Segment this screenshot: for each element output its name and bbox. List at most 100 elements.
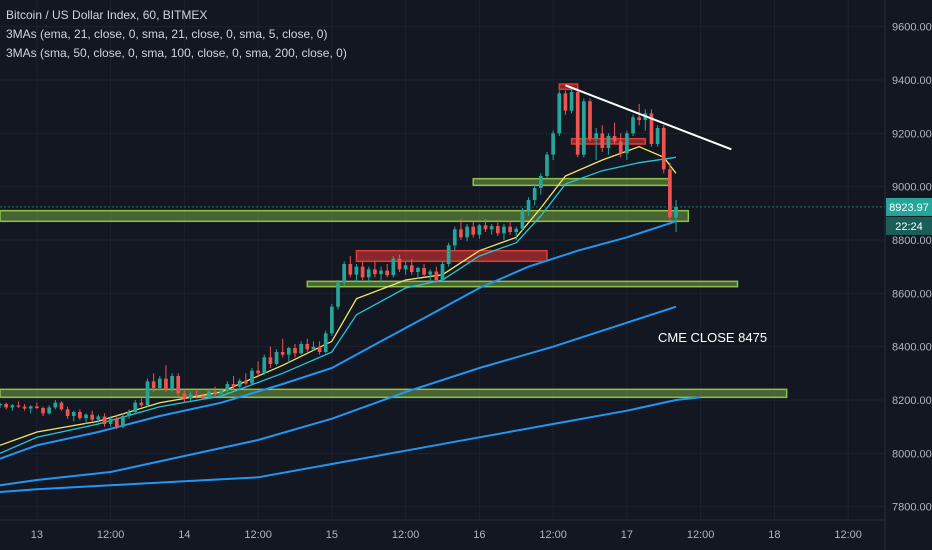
- candle-body: [526, 200, 531, 211]
- symbol-title[interactable]: Bitcoin / US Dollar Index, 60, BITMEX: [6, 8, 208, 22]
- candle-body: [176, 376, 181, 394]
- candle-body: [90, 414, 95, 420]
- candle-body: [78, 412, 82, 419]
- candle-body: [114, 418, 119, 427]
- candle-body: [84, 414, 88, 419]
- candle-body: [274, 352, 279, 364]
- candle-body: [551, 133, 555, 155]
- candle-body: [459, 229, 463, 238]
- cme-close-annotation: CME CLOSE 8475: [658, 330, 767, 345]
- candle-body: [385, 270, 390, 276]
- candle-body: [428, 271, 433, 275]
- candle-body: [305, 344, 310, 350]
- x-tick-label: 15: [326, 529, 338, 541]
- candle-body: [4, 404, 8, 408]
- candle-body: [157, 378, 162, 388]
- candle-body: [59, 402, 64, 410]
- candle-body: [237, 380, 242, 387]
- candle-body: [391, 258, 396, 276]
- indicator-3mas-2[interactable]: 3MAs (sma, 50, close, 0, sma, 100, close…: [6, 46, 347, 60]
- grid-lines: [0, 0, 885, 520]
- candle-body: [35, 406, 39, 408]
- candle-body: [668, 169, 672, 218]
- x-tick-label: 12:00: [392, 529, 420, 541]
- candle-body: [483, 225, 488, 230]
- candle-body: [188, 394, 193, 399]
- candle-body: [231, 384, 236, 387]
- price-axis[interactable]: 7800.00 8000.00 8200.00 8400.00 8600.00 8800.…: [892, 22, 932, 514]
- candle-body: [575, 92, 580, 155]
- candle-body: [471, 226, 476, 235]
- moving-average-line: [0, 305, 677, 487]
- candle-body: [262, 357, 267, 374]
- candle-body: [606, 136, 611, 148]
- candle-body: [219, 390, 224, 395]
- candle-body: [594, 133, 598, 139]
- candle-body: [495, 226, 500, 234]
- y-tick-label: 9200.00: [892, 128, 932, 140]
- y-tick-label: 8400.00: [892, 342, 932, 354]
- countdown-text: 22:24: [895, 221, 923, 233]
- candle-body: [133, 402, 138, 412]
- candle-body: [532, 188, 537, 200]
- candle-body: [360, 266, 365, 278]
- candle-body: [618, 141, 623, 154]
- candle-body: [612, 136, 617, 142]
- candle-body: [47, 407, 52, 414]
- candle-body: [434, 271, 439, 280]
- candle-body: [600, 133, 605, 148]
- candle-body: [293, 348, 297, 354]
- y-tick-label: 7800.00: [892, 502, 932, 514]
- candle-body: [194, 394, 199, 396]
- candle-body: [280, 352, 285, 355]
- candle-body: [108, 418, 113, 424]
- candle-body: [520, 210, 525, 229]
- support-zone: [306, 280, 739, 288]
- resistance-zone: [355, 249, 548, 263]
- x-tick-label: 18: [768, 529, 780, 541]
- countdown-badge: [886, 216, 932, 235]
- candle-body: [243, 380, 248, 384]
- candle-body: [625, 133, 629, 154]
- chart-legend: Bitcoin / US Dollar Index, 60, BITMEX 3M…: [6, 6, 347, 63]
- y-tick-label: 8800.00: [892, 235, 932, 247]
- candle-body: [545, 154, 549, 176]
- candle-body: [28, 406, 33, 409]
- time-axis[interactable]: 13 12:00 14 12:00 15 12:00 16 12:00 17 12:00 18 12:…: [31, 529, 862, 541]
- candle-body: [514, 228, 519, 232]
- candle-body: [452, 229, 457, 246]
- candle-body: [268, 357, 273, 364]
- y-tick-label: 9000.00: [892, 182, 932, 194]
- indicator-3mas-1[interactable]: 3MAs (ema, 21, close, 0, sma, 21, close,…: [6, 27, 328, 41]
- candle-body: [53, 402, 58, 408]
- candle-body: [563, 93, 568, 111]
- candle-body: [323, 333, 328, 352]
- moving-averages-layer: [0, 146, 701, 493]
- candle-body: [96, 416, 101, 420]
- candle-body: [649, 113, 654, 144]
- candle-body: [330, 306, 334, 334]
- candle-body: [674, 206, 678, 218]
- candle-body: [569, 92, 574, 111]
- candle-body: [409, 265, 414, 272]
- candle-body: [422, 268, 426, 275]
- candle-body: [348, 264, 353, 275]
- price-labels: 8923.97 22:24: [0, 197, 932, 235]
- candle-body: [508, 226, 512, 232]
- candle-body: [71, 412, 76, 416]
- candle-body: [213, 391, 217, 395]
- candle-body: [379, 270, 383, 275]
- candle-body: [588, 101, 592, 139]
- candle-body: [287, 348, 291, 355]
- candle-body: [440, 264, 445, 280]
- candle-body: [164, 378, 168, 390]
- moving-average-line: [0, 220, 677, 460]
- candle-body: [403, 265, 408, 270]
- candle-body: [200, 396, 205, 398]
- candle-body: [354, 266, 359, 275]
- candle-body: [311, 346, 316, 350]
- candle-body: [182, 393, 187, 399]
- y-tick-label: 8000.00: [892, 448, 932, 460]
